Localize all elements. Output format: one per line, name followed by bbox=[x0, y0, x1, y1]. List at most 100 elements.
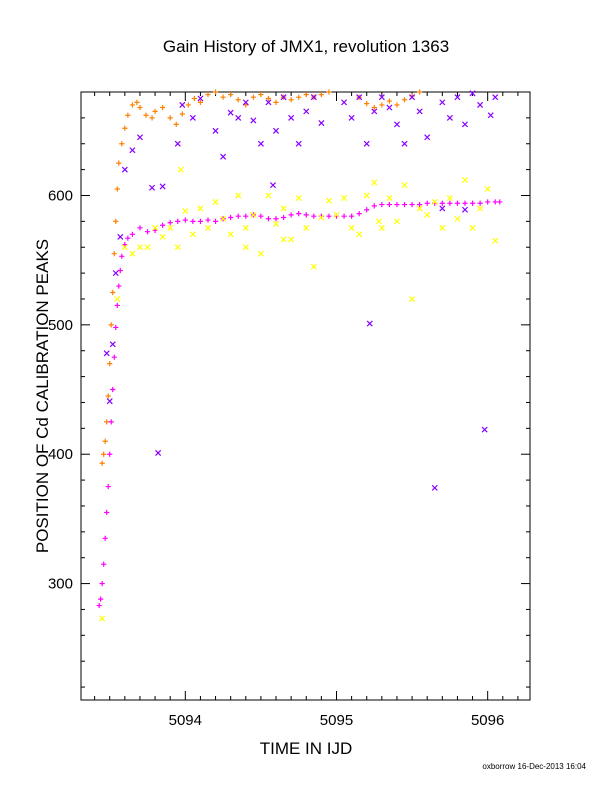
data-point bbox=[175, 218, 181, 224]
data-point bbox=[250, 117, 257, 124]
credit-stamp: oxborrow 16-Dec-2013 16:04 bbox=[482, 762, 586, 771]
data-point bbox=[205, 91, 211, 98]
plot-frame bbox=[80, 91, 531, 701]
data-point bbox=[454, 215, 461, 222]
data-point bbox=[303, 224, 310, 231]
data-point bbox=[116, 283, 122, 289]
data-point bbox=[363, 140, 370, 147]
x-axis-ticks: 5094 5095 5096 bbox=[94, 92, 519, 729]
data-point bbox=[461, 121, 469, 128]
data-point bbox=[356, 231, 363, 238]
data-point bbox=[401, 97, 408, 103]
data-point bbox=[371, 179, 378, 186]
data-point bbox=[160, 104, 166, 111]
data-point bbox=[108, 322, 114, 328]
data-point bbox=[394, 102, 400, 108]
data-point bbox=[174, 140, 181, 147]
data-point bbox=[288, 212, 294, 218]
data-point bbox=[416, 108, 423, 115]
data-point bbox=[227, 109, 234, 116]
data-point bbox=[265, 192, 272, 199]
data-point bbox=[424, 200, 430, 206]
data-point bbox=[190, 218, 196, 224]
data-point bbox=[386, 104, 393, 111]
data-point bbox=[235, 97, 241, 103]
data-point bbox=[303, 212, 309, 218]
data-point bbox=[296, 94, 302, 100]
data-point bbox=[366, 320, 373, 327]
data-point bbox=[484, 185, 491, 193]
data-point bbox=[197, 95, 204, 102]
data-point bbox=[197, 205, 204, 212]
data-point bbox=[122, 125, 128, 131]
data-point bbox=[179, 111, 185, 117]
data-point bbox=[326, 213, 332, 219]
data-point bbox=[167, 224, 174, 231]
data-point bbox=[136, 244, 143, 251]
data-point bbox=[144, 244, 151, 251]
data-point bbox=[265, 216, 272, 222]
data-point bbox=[378, 224, 385, 231]
data-point bbox=[424, 211, 431, 218]
data-point bbox=[364, 207, 370, 213]
data-point bbox=[220, 153, 227, 160]
data-point bbox=[119, 253, 125, 259]
data-point bbox=[179, 101, 186, 108]
data-point bbox=[125, 235, 131, 241]
data-point bbox=[235, 192, 242, 199]
data-point bbox=[99, 615, 106, 622]
data-point bbox=[104, 419, 110, 425]
data-point bbox=[401, 140, 408, 147]
data-point bbox=[185, 102, 191, 108]
data-point bbox=[280, 214, 287, 221]
data-point bbox=[212, 198, 219, 205]
data-point bbox=[155, 449, 162, 456]
data-point bbox=[386, 195, 393, 202]
data-point bbox=[109, 341, 116, 348]
data-point bbox=[424, 134, 431, 141]
x-tick-label: 5096 bbox=[471, 712, 504, 729]
data-point bbox=[333, 211, 340, 218]
data-point bbox=[288, 97, 294, 103]
data-point bbox=[205, 217, 211, 223]
x-axis-label: TIME IN IJD bbox=[260, 739, 353, 758]
data-point bbox=[113, 324, 119, 331]
data-point bbox=[265, 95, 272, 102]
data-point bbox=[189, 231, 196, 238]
data-point bbox=[461, 206, 469, 213]
data-point bbox=[296, 211, 302, 217]
data-point bbox=[116, 160, 122, 166]
data-point bbox=[311, 213, 317, 219]
data-point bbox=[371, 108, 378, 115]
data-point bbox=[497, 199, 503, 205]
data-point bbox=[99, 460, 105, 466]
data-point bbox=[356, 211, 362, 217]
data-point bbox=[204, 224, 212, 231]
data-point bbox=[101, 561, 107, 567]
data-point bbox=[349, 213, 355, 219]
data-point bbox=[125, 112, 131, 118]
data-point bbox=[273, 99, 279, 105]
data-point bbox=[348, 224, 355, 231]
data-point bbox=[159, 233, 166, 240]
data-point bbox=[431, 484, 438, 491]
data-point bbox=[114, 186, 120, 192]
data-point bbox=[235, 114, 242, 121]
data-point bbox=[173, 121, 179, 127]
data-point bbox=[371, 104, 377, 111]
data-point bbox=[105, 483, 111, 490]
data-point bbox=[167, 115, 173, 121]
data-point bbox=[393, 121, 400, 128]
data-point bbox=[273, 216, 279, 222]
data-point bbox=[257, 250, 264, 257]
y-axis-label: POSITION OF Cd CALIBRATION PEAKS bbox=[33, 239, 52, 553]
data-point bbox=[288, 114, 295, 121]
data-point bbox=[393, 218, 400, 225]
data-point bbox=[160, 222, 166, 228]
data-point bbox=[107, 361, 113, 367]
data-point bbox=[129, 102, 136, 108]
data-point bbox=[243, 102, 249, 108]
data-point bbox=[117, 267, 123, 274]
data-point bbox=[492, 199, 498, 205]
